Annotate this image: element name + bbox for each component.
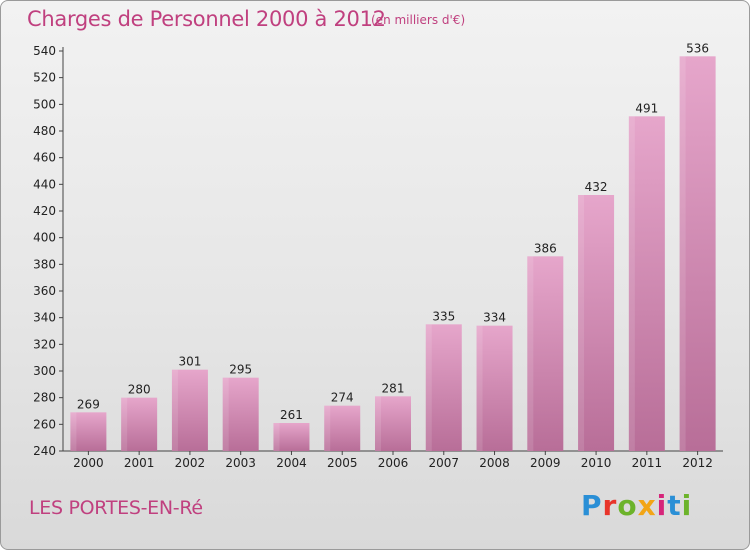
data-label-2010: 432 xyxy=(585,180,608,194)
bar-2011 xyxy=(628,116,665,451)
bar-highlight xyxy=(375,396,381,451)
bar-2001 xyxy=(121,397,158,451)
bar-highlight xyxy=(425,324,432,451)
x-tick-label-2006: 2006 xyxy=(378,456,409,470)
bar-2009 xyxy=(527,256,564,451)
bar-2006 xyxy=(375,396,411,451)
data-label-2005: 274 xyxy=(331,391,354,405)
x-tick-label-2011: 2011 xyxy=(632,456,663,470)
y-tick-label: 260 xyxy=(33,417,56,431)
data-label-2007: 335 xyxy=(432,309,455,323)
y-tick-label: 360 xyxy=(33,284,56,298)
y-tick-label: 300 xyxy=(33,364,56,378)
bar-2007 xyxy=(425,324,462,451)
data-label-2011: 491 xyxy=(635,101,658,115)
bar-2012 xyxy=(679,56,716,451)
data-label-2004: 261 xyxy=(280,408,303,422)
y-tick-label: 420 xyxy=(33,204,56,218)
chart-axes: 240 260 280 300 320 340 360 380 400 420 440 460 480 5… xyxy=(33,44,723,458)
logo-letter: i xyxy=(681,489,693,522)
y-tick-label: 240 xyxy=(33,444,56,458)
x-tick-label-2007: 2007 xyxy=(428,456,459,470)
bar-highlight xyxy=(628,116,635,451)
chart-title: Charges de Personnel 2000 à 2012 xyxy=(27,7,386,31)
proxiti-logo: Proxiti xyxy=(581,489,692,522)
data-label-2001: 280 xyxy=(128,383,151,397)
x-tick-label-2001: 2001 xyxy=(124,456,155,470)
y-tick-label: 280 xyxy=(33,391,56,405)
logo-letter: t xyxy=(667,489,682,522)
x-tick-label-2008: 2008 xyxy=(479,456,510,470)
x-tick-label-2000: 2000 xyxy=(73,456,104,470)
bar-highlight xyxy=(121,397,128,451)
data-label-2012: 536 xyxy=(686,41,709,55)
y-tick-label: 400 xyxy=(33,231,56,245)
x-tick-label-2010: 2010 xyxy=(581,456,612,470)
y-tick-label: 440 xyxy=(33,177,56,191)
logo-letter: r xyxy=(602,489,618,522)
bar-2003 xyxy=(222,377,259,451)
logo-letter: o xyxy=(617,489,638,522)
bar-highlight xyxy=(578,195,585,451)
bar-2010 xyxy=(578,195,615,451)
x-tick-label-2003: 2003 xyxy=(225,456,256,470)
y-tick-label: 540 xyxy=(33,44,56,58)
bar-highlight xyxy=(324,405,331,451)
data-label-2000: 269 xyxy=(77,397,100,411)
logo-letter: P xyxy=(581,489,603,522)
bar-2004 xyxy=(273,423,310,451)
commune-name: LES PORTES-EN-Ré xyxy=(29,497,203,519)
data-label-2008: 334 xyxy=(483,311,506,325)
x-tick-label-2009: 2009 xyxy=(530,456,561,470)
bar-highlight xyxy=(273,423,280,451)
bar-highlight xyxy=(222,377,229,451)
data-label-2009: 386 xyxy=(534,241,557,255)
x-tick-label-2012: 2012 xyxy=(682,456,713,470)
bar-highlight xyxy=(476,325,483,451)
chart-labels: 269 2000 280 2001 301 2002 295 2003 261 2004 274 20… xyxy=(73,41,713,470)
y-tick-label: 320 xyxy=(33,337,56,351)
logo-letter: i xyxy=(656,489,668,522)
bar-2008 xyxy=(476,325,513,451)
bar-2000 xyxy=(70,412,107,451)
bar-highlight xyxy=(171,369,178,451)
data-label-2006: 281 xyxy=(382,381,405,395)
bar-highlight xyxy=(70,412,77,451)
chart-bars xyxy=(70,56,716,451)
chart-subtitle: (en milliers d'€) xyxy=(371,13,466,27)
x-tick-label-2005: 2005 xyxy=(327,456,358,470)
bar-highlight xyxy=(679,56,686,451)
data-label-2003: 295 xyxy=(229,363,252,377)
y-tick-label: 340 xyxy=(33,311,56,325)
y-tick-label: 500 xyxy=(33,97,56,111)
bar-2005 xyxy=(324,405,361,451)
bar-highlight xyxy=(527,256,534,451)
y-tick-label: 380 xyxy=(33,257,56,271)
data-label-2002: 301 xyxy=(178,355,201,369)
logo-letter: x xyxy=(637,489,657,522)
x-tick-label-2004: 2004 xyxy=(276,456,307,470)
bar-2002 xyxy=(171,369,208,451)
y-tick-label: 520 xyxy=(33,71,56,85)
y-tick-label: 480 xyxy=(33,124,56,138)
x-tick-label-2002: 2002 xyxy=(175,456,206,470)
y-tick-label: 460 xyxy=(33,151,56,165)
